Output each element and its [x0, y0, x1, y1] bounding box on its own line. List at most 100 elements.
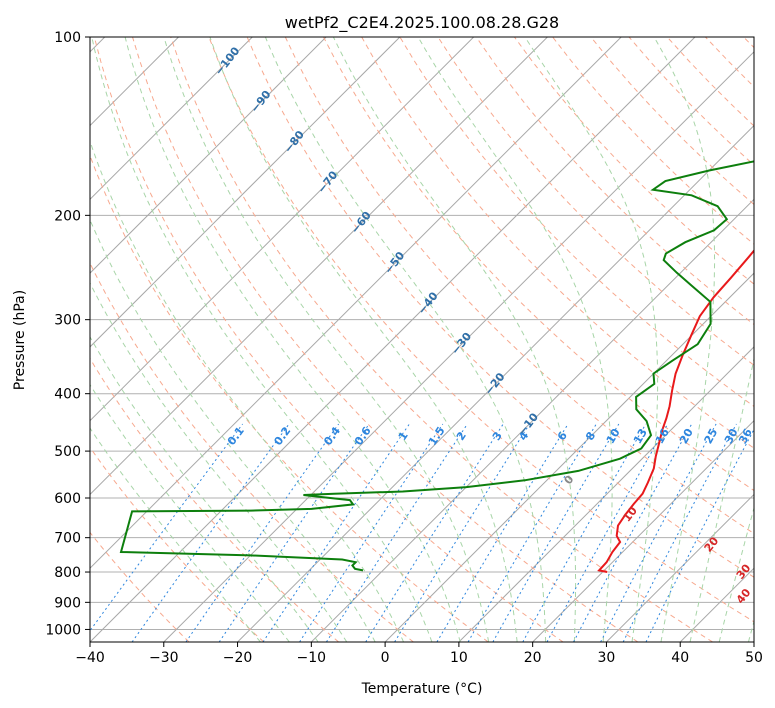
plot-area [90, 37, 754, 642]
x-tick-label: 10 [450, 650, 468, 666]
mixing-ratio-label: 0.2 [271, 424, 293, 447]
mixing-ratio-line [185, 423, 340, 642]
dewpoint-profile-line [119, 160, 754, 572]
dry-adiabat-line [208, 37, 754, 623]
y-tick-label: 700 [54, 531, 81, 547]
moist-adiabat-line [264, 37, 547, 642]
isotherm-line [237, 124, 754, 642]
mixing-ratio-line [218, 423, 370, 642]
moist-adiabat-line [524, 37, 659, 642]
x-tick-label: 30 [598, 650, 616, 666]
mixing-ratio-line [394, 423, 531, 642]
mixing-ratio-line [573, 423, 693, 642]
mixing-ratio-label: 36 [736, 426, 755, 446]
dry-adiabat-line [170, 37, 713, 642]
x-tick-label: −20 [223, 650, 253, 666]
mixing-ratio-label: 13 [631, 426, 650, 446]
x-tick-label: 40 [671, 650, 689, 666]
dry-adiabat-label: −30 [449, 330, 475, 358]
dry-adiabat-label: −90 [248, 88, 274, 116]
mixing-ratio-line [622, 423, 737, 642]
x-axis-label: Temperature (°C) [361, 681, 483, 697]
x-tick-label: 20 [524, 650, 542, 666]
axes: −40 −30 −20 −10 0 10 20 30 40 5010020030040050060… [45, 30, 763, 666]
moist-adiabat-line [91, 37, 433, 642]
mixing-ratio-line [467, 423, 597, 642]
y-tick-label: 1000 [45, 622, 81, 638]
mixing-ratio-label: 3 [490, 429, 505, 442]
isotherm-line [90, 37, 548, 496]
mixing-ratio-label: 1 [396, 429, 411, 443]
moist-adiabat-label: 0 [562, 473, 577, 487]
isotherm-line [90, 37, 401, 348]
dry-adiabat-label: −40 [415, 289, 441, 317]
dry-adiabat-label: −60 [349, 209, 375, 237]
mixing-ratio-line [325, 423, 468, 642]
isotherm-line [458, 346, 754, 642]
mixing-ratio-line [492, 423, 620, 642]
y-tick-label: 300 [54, 313, 81, 329]
isotherm-line [90, 37, 253, 201]
plot-frame [89, 36, 755, 643]
moist-adiabat-line [163, 37, 490, 642]
y-tick-label: 400 [54, 387, 81, 403]
mixing-ratio-label: 6 [555, 429, 570, 443]
dry-adiabat-line [93, 37, 564, 642]
isotherm-line [310, 198, 754, 642]
y-tick-label: 100 [54, 30, 81, 46]
isotherm-line [384, 272, 754, 642]
isotherm-line [90, 37, 622, 569]
mixing-ratio-line [522, 423, 647, 642]
dry-adiabat-line [361, 37, 754, 449]
dry-adiabat-line [475, 37, 754, 326]
isotherm-line [90, 37, 696, 642]
moist-adiabat-line [90, 139, 405, 642]
moist-adiabat-line [718, 505, 754, 642]
x-tick-label: −10 [297, 650, 327, 666]
dry-adiabat-line [90, 357, 339, 642]
x-tick-label: 0 [381, 650, 390, 666]
dry-adiabat-line [552, 37, 754, 245]
x-tick-label: 50 [745, 650, 763, 666]
y-tick-label: 800 [54, 565, 81, 581]
dry-adiabat-label: −80 [282, 128, 308, 156]
dry-adiabat-line [246, 37, 754, 578]
temperature-profile-line [597, 249, 754, 573]
moist-adiabat-line [209, 37, 518, 642]
dry-adiabat-line [513, 37, 754, 285]
x-tick-label: −40 [75, 650, 105, 666]
dry-adiabat-line [90, 262, 414, 642]
moist-adiabat-line [124, 37, 461, 642]
moist-adiabat-label: 30 [734, 561, 754, 581]
dry-adiabat-line [399, 37, 754, 408]
dry-adiabat-line [437, 37, 754, 366]
mixing-ratio-line [262, 423, 410, 642]
dry-adiabat-line [90, 531, 190, 642]
y-tick-label: 200 [54, 208, 81, 224]
moist-adiabat-line [90, 218, 376, 642]
dry-adiabat-line [590, 37, 754, 206]
dry-adiabat-label: −50 [382, 249, 408, 277]
isotherm-line [163, 51, 754, 642]
mixing-ratio-label: 2 [454, 429, 469, 443]
x-tick-label: −30 [149, 650, 179, 666]
moist-adiabat-line [332, 37, 577, 642]
mixing-ratio-line [365, 423, 504, 642]
isotherm-line [679, 567, 754, 642]
moist-adiabat-line [90, 335, 319, 642]
dry-adiabat-label: −10 [516, 410, 542, 438]
isotherm-line [90, 37, 327, 274]
dry-adiabat-label: −100 [212, 44, 242, 78]
moist-adiabat-label: 40 [734, 586, 754, 606]
moist-adiabat-line [417, 37, 613, 642]
dry-adiabat-line [90, 154, 489, 642]
mixing-ratio-label: 20 [677, 426, 696, 446]
moist-adiabat-line [90, 383, 290, 642]
mixing-ratio-line [645, 428, 754, 642]
mixing-ratio-label: 0.6 [352, 424, 374, 448]
mixing-ratio-line [436, 423, 569, 642]
y-axis-label: Pressure (hPa) [12, 290, 28, 390]
dry-adiabat-line [132, 37, 639, 642]
isotherm-line [753, 641, 754, 642]
